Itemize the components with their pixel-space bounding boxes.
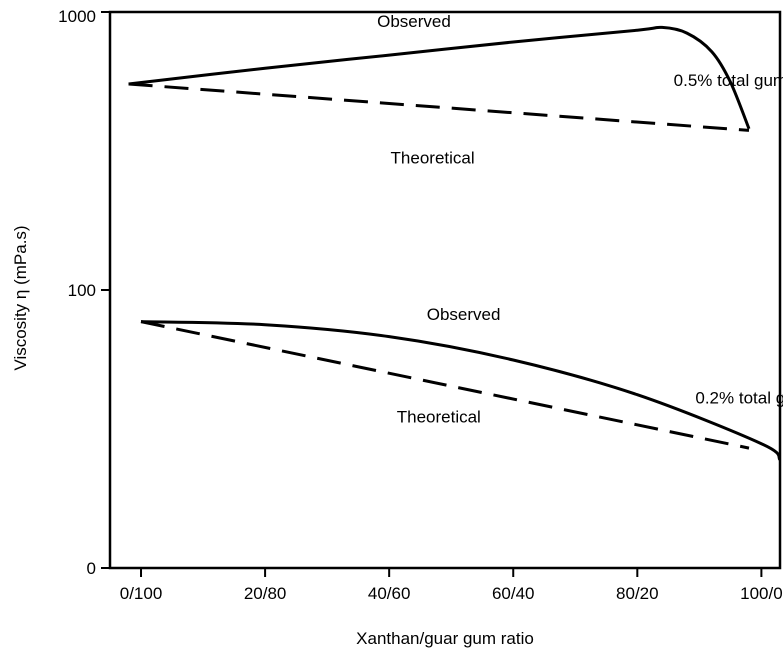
x-tick-label: 60/40 [492, 584, 535, 603]
series-layer [128, 25, 782, 461]
annotation-label: 0.2% total gum [695, 389, 783, 408]
y-tick-label: 100 [68, 281, 96, 300]
theoretical-line-0-5pct [128, 82, 750, 132]
y-tick-label: 0 [87, 559, 96, 578]
annotation-label: Theoretical [397, 408, 481, 427]
x-tick-label: 80/20 [616, 584, 659, 603]
theoretical-line-0-2pct [140, 320, 750, 450]
observed-line-0-2pct [140, 320, 782, 461]
x-tick-label: 0/100 [120, 584, 163, 603]
x-axis-ticks: 0/100 20/80 40/60 60/40 80/20 100/0 [120, 568, 783, 603]
annotation-layer: Observed 0.5% total gum Theoretical Observe… [377, 12, 783, 427]
plot-frame [108, 10, 782, 570]
x-tick-label: 40/60 [368, 584, 411, 603]
annotation-label: Theoretical [391, 148, 475, 167]
observed-line-0-5pct [128, 25, 751, 130]
y-axis-ticks: 0 100 1000 [58, 7, 110, 578]
annotation-label: Observed [377, 12, 451, 31]
x-tick-label: 20/80 [244, 584, 287, 603]
y-axis-title: Viscosity η (mPa.s) [11, 225, 30, 370]
x-axis-title: Xanthan/guar gum ratio [356, 629, 534, 648]
annotation-label: Observed [427, 305, 501, 324]
annotation-label: 0.5% total gum [674, 71, 783, 90]
y-tick-label: 1000 [58, 7, 96, 26]
x-tick-label: 100/0 [740, 584, 783, 603]
